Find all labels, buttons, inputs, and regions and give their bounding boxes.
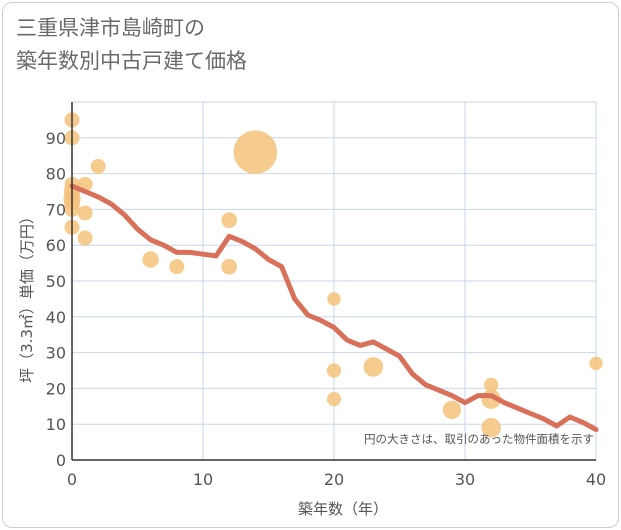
data-bubble [169,259,185,275]
chart-title-line1: 三重県津市島崎町の [16,16,205,40]
y-tick-label: 60 [46,236,66,255]
data-bubble [442,400,462,420]
data-bubble [77,230,93,246]
y-tick-label: 10 [46,415,66,434]
size-note: 円の大きさは、取引のあった物件面積を示す [364,432,594,446]
y-tick-label: 0 [56,451,66,470]
axes [71,102,596,461]
x-tick-label: 20 [324,470,344,489]
trend-layer [69,183,599,433]
x-tick-label: 40 [586,470,606,489]
data-bubble [326,392,342,407]
x-tick-label: 10 [193,470,213,489]
data-bubble [326,363,342,378]
y-tick-label: 40 [46,308,66,327]
data-bubble [77,205,93,221]
data-bubble [589,356,603,371]
y-tick-label: 70 [46,200,66,219]
y-tick-label: 50 [46,272,66,291]
data-bubble [327,292,341,306]
y-tick-label: 20 [46,379,66,398]
tick-labels: 0 10 20 30 40 50 60 70 80 90 0 10 20 30 40 [46,129,607,489]
data-bubble [233,130,278,174]
y-tick-label: 90 [46,129,66,148]
data-bubble [363,357,384,377]
x-tick-label: 30 [455,470,475,489]
y-axis-label: 坪（3.3㎡）単価（万円） [18,209,36,383]
data-bubble [481,418,501,438]
y-tick-label: 30 [46,344,66,363]
y-tick-label: 80 [46,165,66,184]
data-bubble [484,377,499,392]
data-bubble [221,258,238,275]
chart-title: 三重県津市島崎町の 築年数別中古戸建て価格 [16,12,247,78]
chart-title-line2: 築年数別中古戸建て価格 [16,49,247,73]
x-tick-label: 0 [67,470,77,489]
data-bubble [221,212,238,229]
grid-lines [72,101,597,460]
trend-line [69,183,599,433]
data-bubble [90,158,106,174]
data-bubble [142,251,159,268]
x-axis-label: 築年数（年） [298,500,388,518]
